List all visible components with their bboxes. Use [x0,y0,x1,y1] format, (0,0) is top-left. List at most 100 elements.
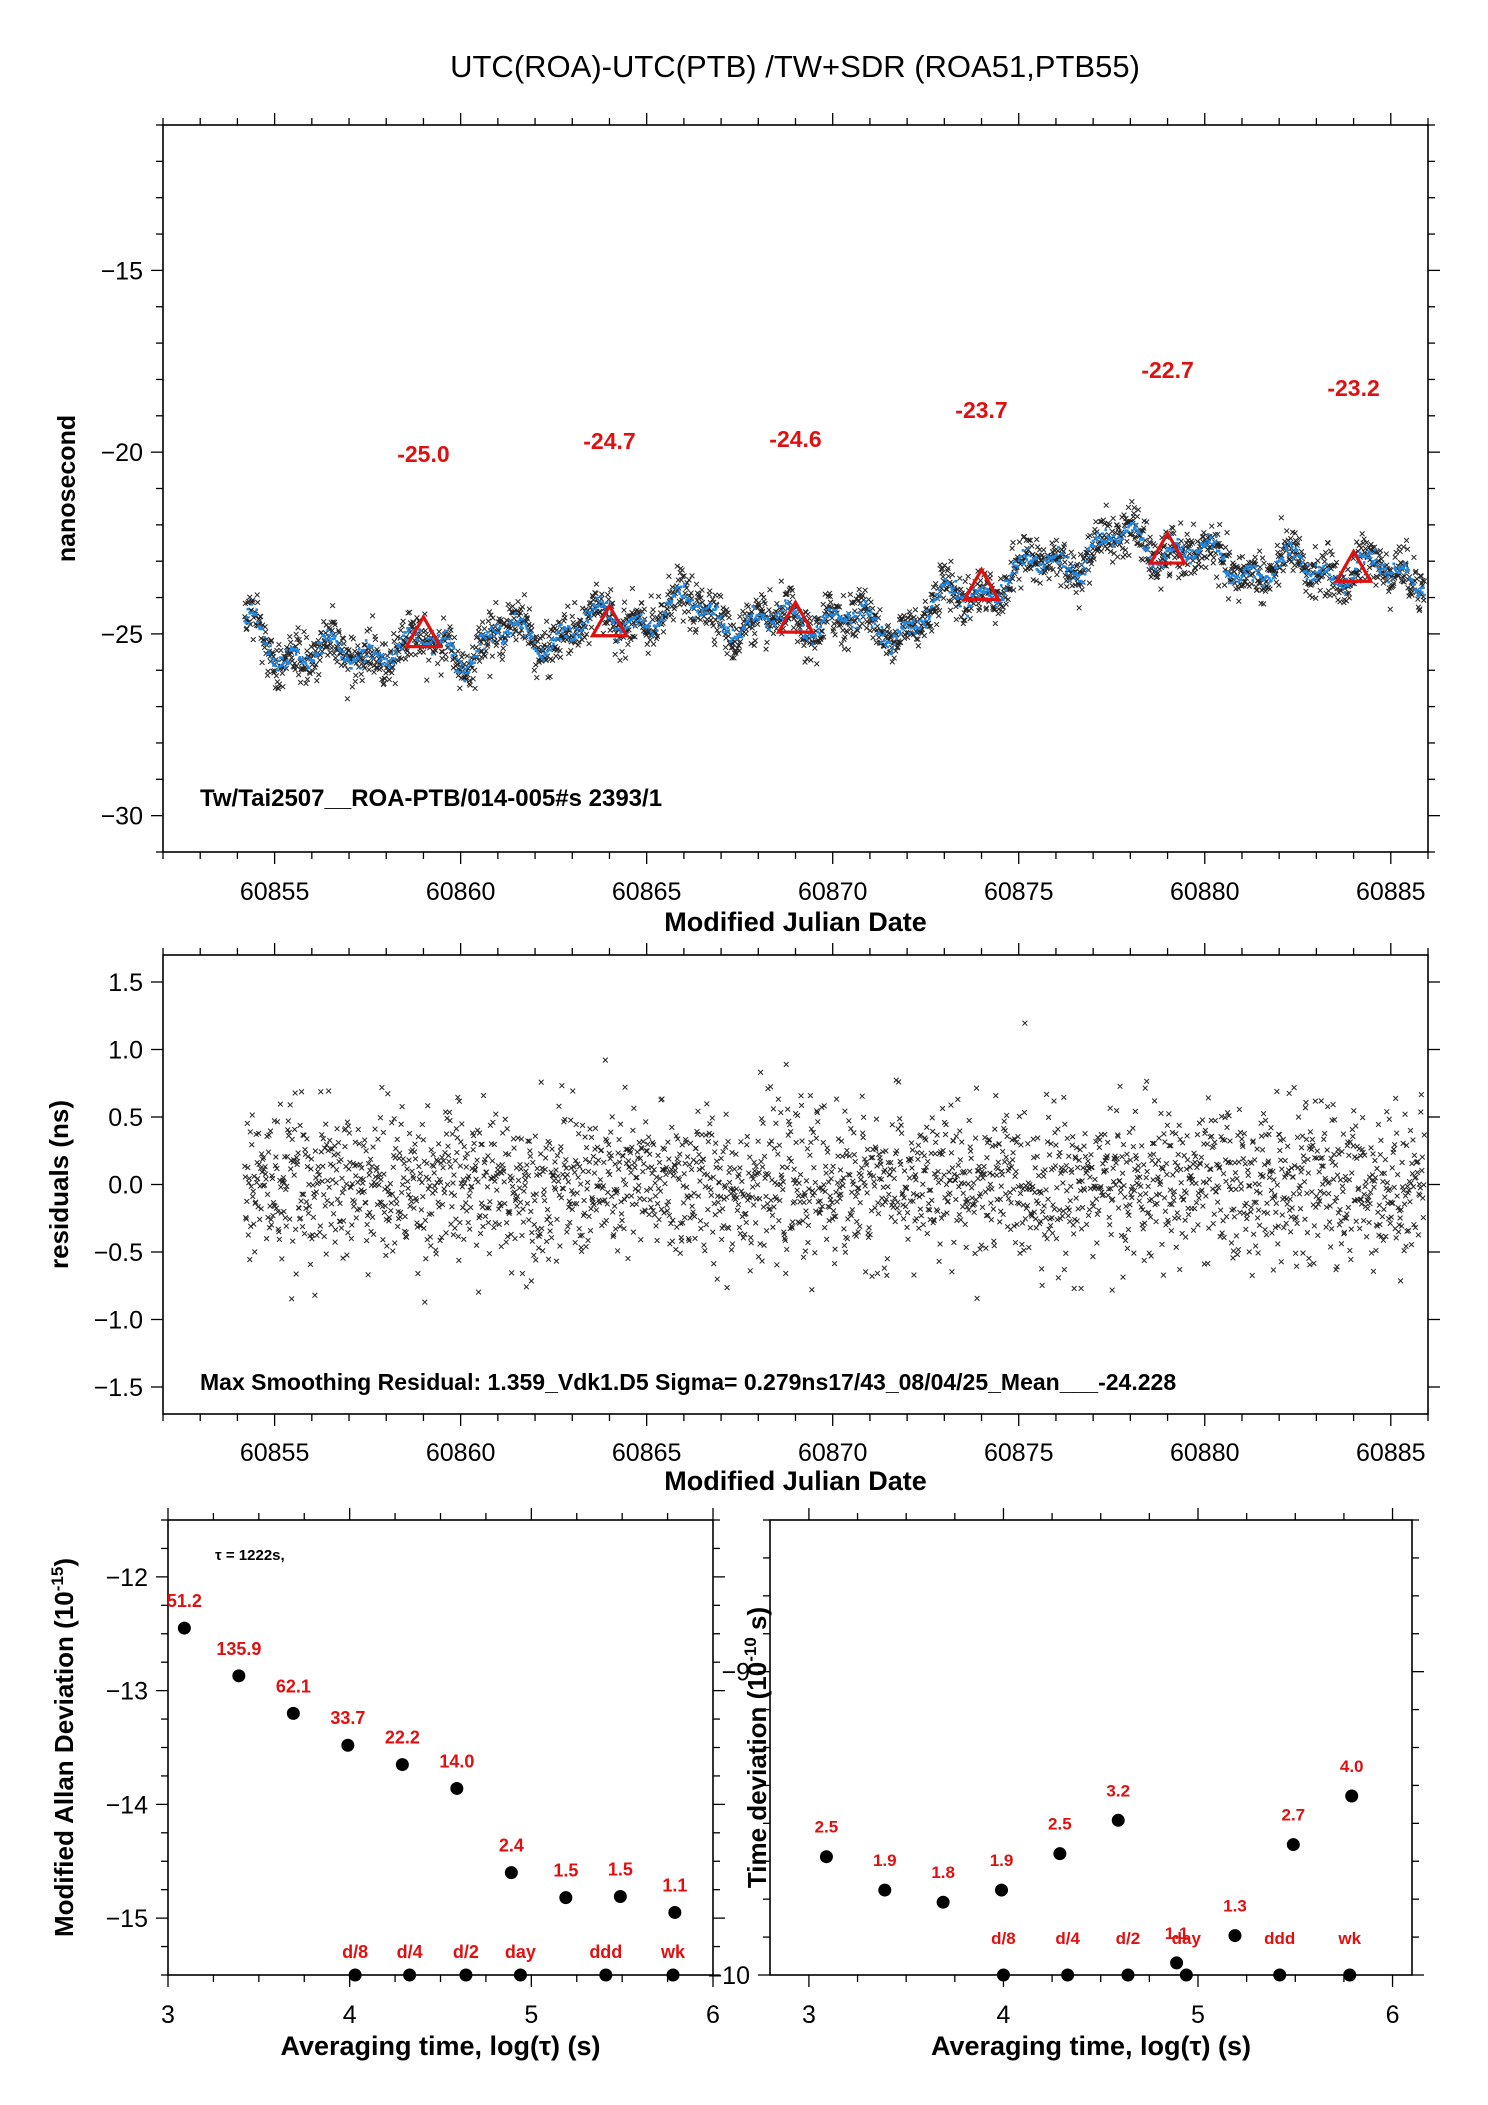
smoothed-point [453,652,457,656]
raw-point [576,639,582,645]
smoothed-point [1057,545,1060,549]
smoothed-point [1244,572,1248,575]
smoothed-point [910,626,913,630]
smoothed-point [482,634,485,637]
smoothed-point [925,609,929,612]
raw-point [481,626,488,632]
smoothed-point [981,585,984,589]
smoothed-point [505,635,509,638]
smoothed-point [1065,572,1068,575]
smoothed-point [735,637,739,641]
smoothed-point [408,627,411,630]
smoothed-point [840,616,843,619]
smoothed-point [797,614,801,618]
smoothed-point [581,622,585,625]
smoothed-point [879,641,883,644]
smoothed-point [1101,532,1105,536]
smoothed-point [530,631,534,635]
smoothed-point [782,604,786,608]
smoothed-point [681,596,685,599]
raw-point [295,625,301,631]
smoothed-point [1340,583,1343,586]
raw-point [543,618,550,625]
raw-point [405,610,411,616]
raw-point [622,655,629,661]
raw-point [459,654,465,660]
smoothed-point [956,597,960,601]
raw-point [257,613,264,620]
smoothed-point [999,584,1003,587]
smoothed-point [1055,553,1058,556]
smoothed-point [1289,542,1293,546]
smoothed-point [828,608,831,611]
raw-point [457,685,463,691]
smoothed-point [726,626,730,630]
x-tick-label: 60885 [1356,878,1426,906]
smoothed-point [1365,556,1369,560]
smoothed-point [1373,548,1377,552]
smoothed-point [1283,544,1287,547]
smoothed-point [693,616,696,620]
smoothed-point [479,643,482,646]
smoothed-point [819,625,823,629]
raw-point [485,618,492,624]
smoothed-point [660,615,664,618]
smoothed-point [745,615,749,618]
smoothed-point [597,603,601,607]
smoothed-point [779,613,782,616]
raw-point [400,618,406,625]
smoothed-point [1082,566,1086,570]
raw-point [625,641,631,648]
smoothed-point [567,625,571,629]
raw-point [276,641,282,648]
smoothed-point [1404,564,1407,567]
smoothed-point [340,656,343,659]
smoothed-point [273,658,276,661]
raw-point [543,657,549,664]
smoothed-point [1254,565,1257,568]
smoothed-point [364,639,368,642]
raw-point [571,599,578,606]
raw-point [562,615,568,621]
smoothed-point [246,607,250,611]
smoothed-point [1123,526,1126,530]
smoothed-point [1007,581,1011,584]
raw-point [352,678,359,685]
raw-point [524,616,531,622]
smoothed-point [852,612,855,615]
smoothed-point [676,585,680,589]
smoothed-point [522,621,526,625]
smoothed-point [345,654,348,658]
smoothed-point [399,637,402,640]
raw-point [259,659,265,666]
smoothed-point [1013,560,1017,563]
raw-point [547,673,553,680]
smoothed-point [451,644,455,647]
smoothed-point [559,638,562,641]
smoothed-point [1292,555,1296,559]
raw-point [382,641,389,647]
smoothed-point [1154,568,1158,572]
raw-point [486,609,493,615]
raw-point [507,625,514,632]
smoothed-point [1012,567,1016,571]
raw-point [345,666,351,673]
raw-point [327,641,334,647]
smoothed-point [256,620,259,624]
raw-point [621,599,628,605]
smoothed-point [525,627,529,630]
smoothed-point [1279,565,1282,568]
raw-point [310,668,316,675]
raw-point [412,652,419,658]
raw-point [269,649,276,656]
smoothed-point [605,601,609,604]
smoothed-point [758,617,761,620]
smoothed-point [817,627,821,631]
smoothed-point [958,604,962,608]
smoothed-point [328,637,331,640]
smoothed-point [804,635,808,639]
smoothed-point [994,605,998,609]
raw-point [586,640,592,647]
smoothed-point [1391,576,1395,580]
smoothed-point [923,623,926,626]
